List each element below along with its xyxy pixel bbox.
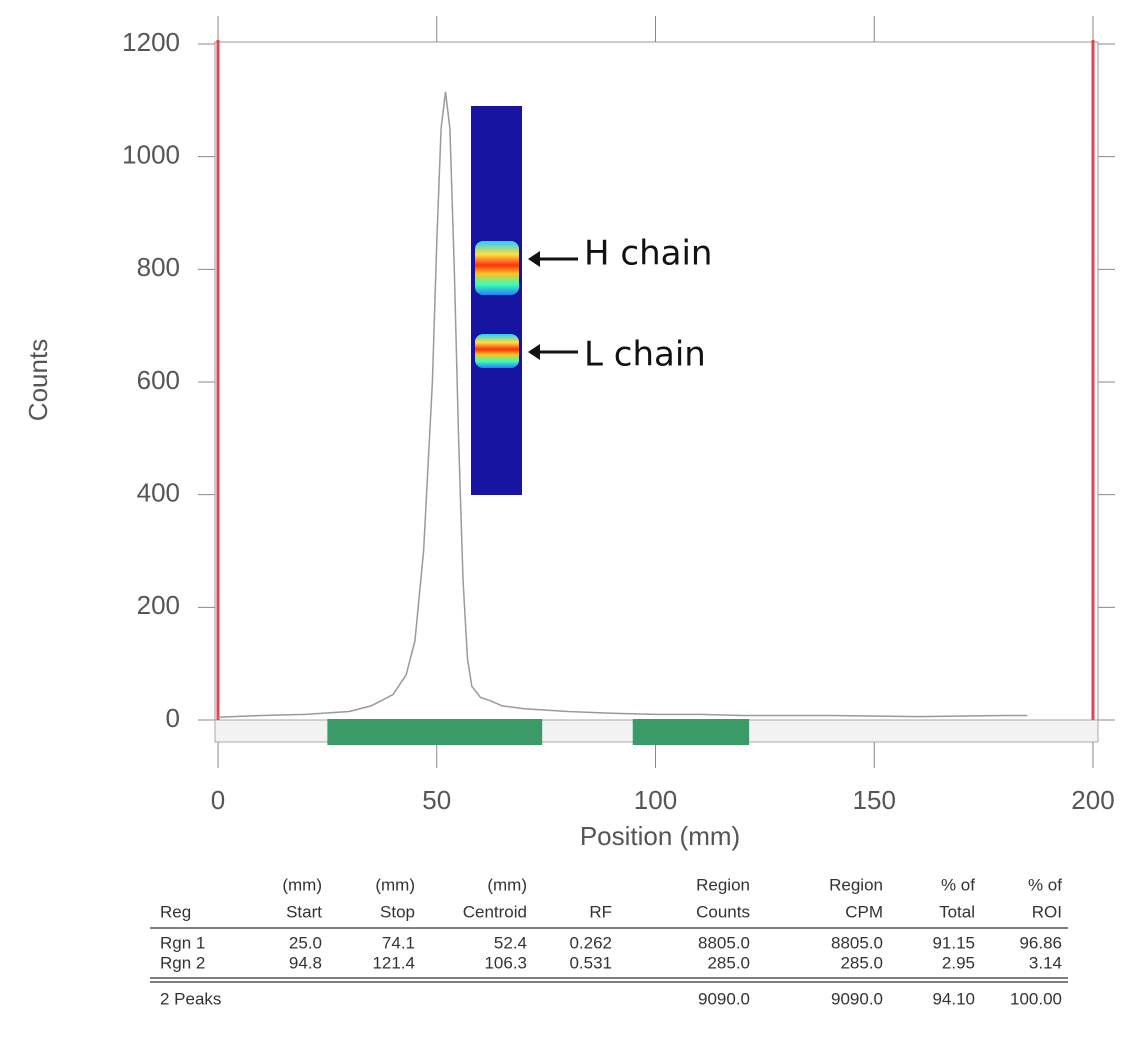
region-bar: [327, 719, 542, 745]
table-header: CPM: [845, 902, 883, 921]
table-cell: 121.4: [372, 953, 415, 972]
h-band: [475, 241, 519, 295]
table-header: (mm): [282, 875, 322, 894]
table-cell: 106.3: [484, 953, 527, 972]
table-header: Region: [829, 875, 883, 894]
table-cell: 74.1: [382, 933, 415, 952]
y-tick-label: 0: [166, 703, 180, 733]
table-cell: Rgn 1: [160, 933, 205, 952]
table-header: Region: [696, 875, 750, 894]
plot-frame: [215, 42, 1098, 742]
x-tick-label: 150: [853, 785, 896, 815]
table-cell: 94.8: [289, 953, 322, 972]
table-header: Reg: [160, 902, 191, 921]
y-axis-label: Counts: [23, 339, 53, 421]
x-tick-label: 0: [211, 785, 225, 815]
x-axis-label: Position (mm): [580, 821, 740, 851]
table-cell: 96.86: [1019, 933, 1062, 952]
table-cell: 8805.0: [698, 933, 750, 952]
x-tick-label: 200: [1071, 785, 1114, 815]
y-tick-label: 800: [137, 252, 180, 282]
table-cell: 285.0: [840, 953, 883, 972]
table-header: (mm): [487, 875, 527, 894]
annotation: H chain: [584, 234, 712, 274]
table-cell: Rgn 2: [160, 953, 205, 972]
x-tick-label: 50: [422, 785, 451, 815]
table-header: % of: [941, 875, 975, 894]
table-header: Total: [939, 902, 975, 921]
table-cell: 25.0: [289, 933, 322, 952]
table-footer: 2 Peaks: [160, 989, 221, 1008]
table-header: ROI: [1032, 902, 1062, 921]
x-tick-label: 100: [634, 785, 677, 815]
table-footer: 94.10: [932, 989, 975, 1008]
y-tick-label: 1200: [122, 27, 180, 57]
table-cell: 3.14: [1029, 953, 1062, 972]
table-cell: 2.95: [942, 953, 975, 972]
table-cell: 8805.0: [831, 933, 883, 952]
table-header: % of: [1028, 875, 1062, 894]
table-header: RF: [589, 902, 612, 921]
table-footer: 100.00: [1010, 989, 1062, 1008]
table-cell: 52.4: [494, 933, 527, 952]
table-header: Counts: [696, 902, 750, 921]
y-tick-label: 1000: [122, 140, 180, 170]
y-tick-label: 600: [137, 365, 180, 395]
table-footer: 9090.0: [698, 989, 750, 1008]
chart: Counts Position (mm) 0200400600800100012…: [0, 0, 1126, 1046]
l-band: [475, 334, 519, 368]
table-cell: 285.0: [707, 953, 750, 972]
annotation: L chain: [584, 335, 706, 375]
table-footer: 9090.0: [831, 989, 883, 1008]
y-tick-label: 200: [137, 590, 180, 620]
table-header: Centroid: [463, 902, 527, 921]
table-header: (mm): [375, 875, 415, 894]
table-cell: 91.15: [932, 933, 975, 952]
table-cell: 0.531: [569, 953, 612, 972]
table-header: Start: [286, 902, 322, 921]
table-header: Stop: [380, 902, 415, 921]
results-table: Reg (mm) Start (mm) Stop (mm) Centroid RF Region…: [122, 868, 1090, 1046]
gel-lane: [471, 106, 522, 495]
table-cell: 0.262: [569, 933, 612, 952]
region-bar: [633, 719, 749, 745]
y-tick-label: 400: [137, 478, 180, 508]
